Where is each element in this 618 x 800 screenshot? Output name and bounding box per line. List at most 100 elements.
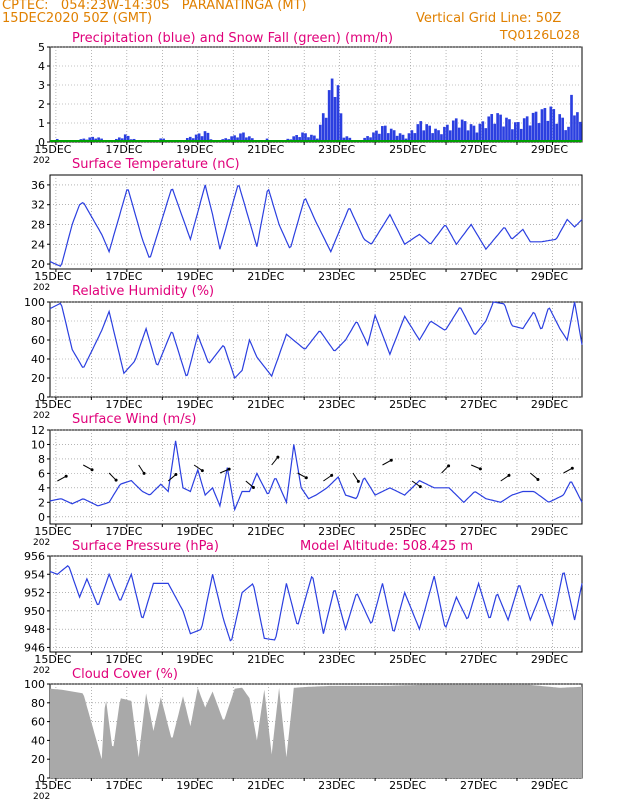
panel-frame: [49, 301, 583, 398]
x-tick-label: 17DEC: [105, 398, 142, 411]
precip-bar: [525, 116, 529, 142]
y-tick-label: 952: [24, 587, 45, 600]
precip-bar: [292, 136, 296, 142]
x-tick-year: 202: [33, 411, 50, 421]
x-tick-label: 19DEC: [176, 143, 213, 156]
precip-bar: [422, 130, 426, 142]
precip-bar: [519, 128, 523, 142]
cloud-area: [50, 684, 582, 778]
panel-frame: [49, 429, 583, 525]
precip-bar: [416, 124, 420, 142]
y-tick-label: 28: [31, 218, 45, 231]
precip-bar: [91, 136, 95, 142]
y-tick-label: 0: [38, 511, 45, 524]
x-tick-label: 25DEC: [389, 779, 426, 792]
wind-arrow-head: [507, 473, 511, 477]
x-tick-label: 21DEC: [247, 779, 284, 792]
panel-frame: [49, 555, 583, 653]
y-tick-label: 956: [24, 550, 45, 563]
x-tick-label: 25DEC: [389, 398, 426, 411]
precip-bar: [478, 123, 482, 142]
wind-arrow-head: [114, 478, 118, 482]
precip-bar: [304, 133, 307, 142]
y-tick-label: 80: [31, 315, 45, 328]
y-tick-label: 32: [31, 199, 45, 212]
x-tick-label: 25DEC: [389, 143, 426, 156]
precip-bar: [386, 133, 390, 142]
series-line: [49, 440, 583, 512]
precip-bar: [383, 125, 387, 142]
precip-bar: [333, 96, 337, 142]
wind-arrow-head: [251, 485, 255, 489]
y-tick-label: 8: [38, 453, 45, 466]
wind-arrow: [352, 472, 359, 482]
wind-arrow-head: [200, 469, 204, 473]
precip-bar: [457, 127, 461, 142]
precip-bar: [546, 120, 550, 142]
precip-bar: [522, 118, 526, 142]
precip-bar: [381, 126, 384, 142]
precip-bar: [493, 123, 496, 142]
x-tick-label: 23DEC: [318, 143, 355, 156]
y-tick-label: 946: [24, 641, 45, 654]
x-tick-label: 19DEC: [176, 653, 213, 666]
precip-bar: [514, 122, 517, 142]
y-tick-label: 948: [24, 623, 45, 636]
precip-bar: [410, 130, 414, 142]
precip-bar: [463, 121, 467, 142]
header-run: 15DEC2020 50Z (GMT): [2, 11, 153, 26]
panel-humidity: 0 20 40 60 80 100 15DEC 17DEC 19DEC 21DEC 23DEC 25D…: [24, 284, 583, 421]
precip-bar: [496, 113, 499, 142]
precip-bar: [419, 121, 423, 142]
panel-temperature: 20 24 28 32 36 15DEC 17DEC 19DEC 21DEC 23DEC 25DEC…: [31, 157, 583, 293]
x-tick-label: 21DEC: [247, 143, 284, 156]
precip-bar: [248, 136, 251, 142]
x-tick-label: 29DEC: [531, 779, 568, 792]
x-tick-label: 15DEC: [34, 779, 71, 792]
precip-bar: [425, 124, 429, 142]
precip-bar: [531, 112, 535, 142]
precip-bar: [342, 137, 346, 142]
x-tick-label: 15DEC: [34, 525, 71, 538]
wind-arrow-head: [389, 458, 393, 462]
x-tick-label: 19DEC: [176, 398, 213, 411]
panel-pressure: 946 948 950 952 954 956 15DEC 17DEC 19DEC 21DEC 23…: [24, 539, 583, 676]
x-tick-label: 19DEC: [176, 779, 213, 792]
x-tick-label: 15DEC: [34, 653, 71, 666]
precip-bar: [123, 134, 127, 142]
precip-bar: [564, 130, 567, 142]
header-code: TQ0126L028: [499, 27, 580, 42]
wind-arrow: [382, 459, 392, 466]
series-line: [49, 184, 583, 267]
y-tick-label: 20: [31, 753, 45, 766]
precip-bar: [540, 109, 544, 142]
wind-arrow-head: [418, 485, 422, 489]
wind-arrow-head: [447, 464, 451, 468]
precip-bar: [126, 135, 130, 142]
wind-arrow: [219, 468, 230, 474]
y-tick-label: 1: [38, 117, 45, 130]
wind-arrow-head: [478, 467, 482, 471]
wind-arrow-head: [304, 476, 308, 480]
precip-bar: [307, 137, 310, 142]
series-line: [49, 564, 583, 642]
precip-bar: [449, 130, 452, 142]
x-tick-label: 27DEC: [460, 398, 497, 411]
panel-title: Surface Wind (m/s): [72, 412, 196, 427]
precip-bar: [389, 128, 393, 142]
precip-bar: [475, 132, 479, 142]
y-tick-label: 10: [31, 438, 45, 451]
x-tick-label: 17DEC: [105, 143, 142, 156]
precip-bar: [203, 131, 207, 142]
y-tick-label: 100: [24, 678, 45, 691]
precip-bar: [206, 132, 210, 142]
precip-bar: [239, 133, 242, 142]
precip-bar: [363, 137, 366, 142]
panel-title: Cloud Cover (%): [72, 667, 178, 682]
precip-bar: [245, 137, 248, 142]
x-tick-label: 27DEC: [460, 653, 497, 666]
header-station: CPTEC: 054:23W-14:30S PARANATINGA (MT): [2, 0, 307, 13]
precip-bar: [242, 132, 245, 142]
wind-arrow: [411, 480, 421, 488]
precip-bar: [443, 126, 446, 142]
